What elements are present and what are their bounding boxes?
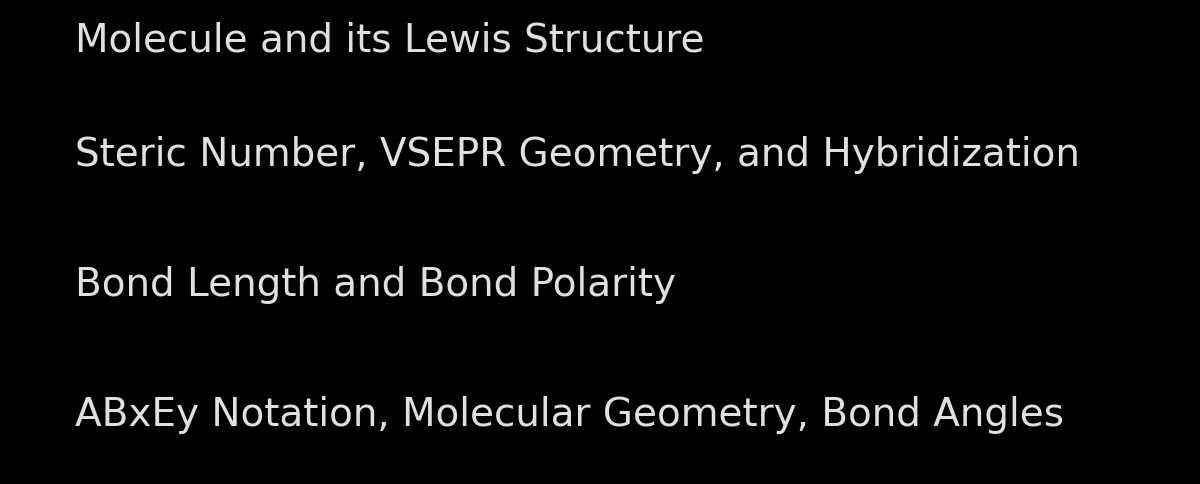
Text: Bond Length and Bond Polarity: Bond Length and Bond Polarity	[74, 266, 676, 304]
Text: ABxEy Notation, Molecular Geometry, Bond Angles: ABxEy Notation, Molecular Geometry, Bond…	[74, 396, 1064, 434]
Text: Molecule and its Lewis Structure: Molecule and its Lewis Structure	[74, 21, 704, 59]
Text: Steric Number, VSEPR Geometry, and Hybridization: Steric Number, VSEPR Geometry, and Hybri…	[74, 136, 1080, 174]
